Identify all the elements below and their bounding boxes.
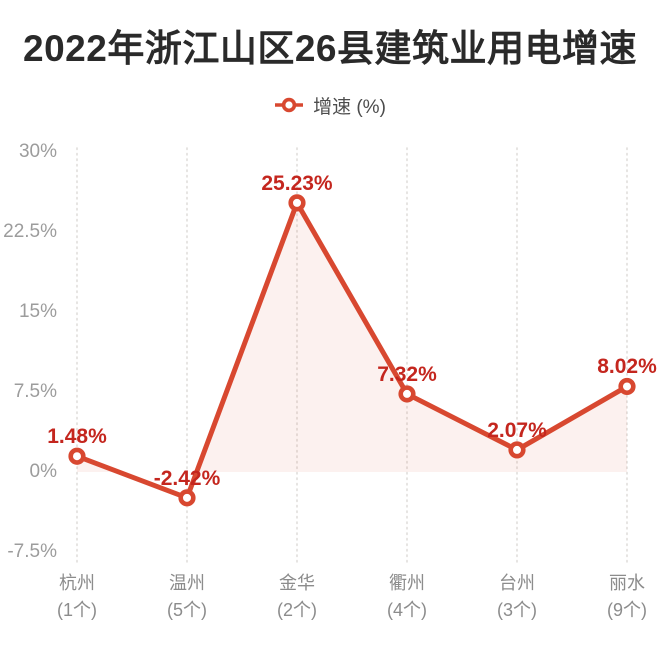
legend: 增速 (%) — [0, 92, 660, 119]
x-category-count: (1个) — [57, 600, 97, 620]
data-point-marker — [288, 194, 306, 212]
x-category-name: 杭州 — [59, 573, 95, 593]
y-tick-label: 7.5% — [13, 381, 57, 402]
data-point-marker — [618, 377, 636, 396]
x-category-label: 台州 (3个) — [462, 570, 572, 624]
x-category-label: 金华 (2个) — [242, 570, 352, 624]
x-category-name: 金华 — [279, 573, 315, 593]
x-category-count: (4个) — [387, 600, 427, 620]
legend-item[interactable]: 增速 (%) — [274, 92, 386, 119]
x-category-count: (3个) — [497, 600, 537, 620]
data-point-marker — [68, 447, 86, 465]
point-value-label: -2.42% — [153, 466, 221, 490]
point-value-label: 25.23% — [261, 171, 333, 195]
y-tick-label: 15% — [18, 301, 57, 322]
series-line — [74, 200, 630, 501]
point-value-label: 8.02% — [597, 355, 657, 379]
y-tick-label: 30% — [18, 141, 57, 162]
x-category-label: 衢州 (4个) — [352, 570, 462, 624]
data-point-marker — [398, 385, 416, 403]
x-category-count: (2个) — [277, 600, 317, 620]
point-value-label: 2.07% — [487, 418, 547, 442]
chart-title: 2022年浙江山区26县建筑业用电增速 — [23, 28, 637, 69]
x-category-label: 杭州 (1个) — [22, 570, 132, 624]
x-category-count: (9个) — [607, 600, 647, 620]
x-category-label: 丽水 (9个) — [572, 570, 660, 624]
data-point-marker — [178, 489, 196, 507]
y-tick-label: 22.5% — [3, 221, 57, 242]
series-line-marker-icon — [275, 97, 304, 113]
x-category-name: 丽水 — [609, 573, 645, 593]
y-tick-label: 0% — [29, 461, 57, 482]
data-point-marker — [508, 441, 526, 459]
x-category-count: (5个) — [167, 600, 207, 620]
legend-label: 增速 (%) — [313, 96, 386, 118]
point-value-label: 1.48% — [47, 425, 107, 449]
x-category-label: 温州 (5个) — [132, 570, 242, 624]
point-value-label: 7.32% — [377, 362, 437, 386]
x-category-name: 温州 — [169, 573, 205, 593]
y-tick-label: -7.5% — [7, 541, 57, 562]
series-area-fill — [77, 202, 627, 472]
x-category-name: 衢州 — [389, 573, 425, 593]
x-category-name: 台州 — [499, 573, 535, 593]
